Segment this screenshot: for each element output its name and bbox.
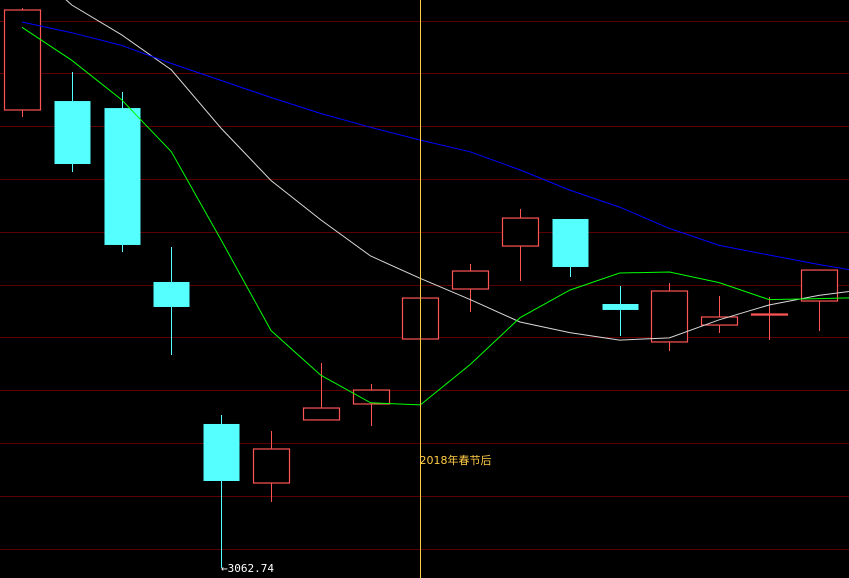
candle-body xyxy=(54,101,91,165)
candle xyxy=(3,8,42,118)
candle-body xyxy=(302,407,341,421)
candle xyxy=(552,219,589,277)
moving-average-line xyxy=(65,0,849,341)
candle xyxy=(203,414,240,568)
candle xyxy=(650,283,689,352)
candle-body xyxy=(552,219,589,267)
candle-body xyxy=(700,316,739,326)
moving-average-line xyxy=(21,21,849,271)
candle xyxy=(352,383,391,427)
candle-body xyxy=(153,281,190,307)
candle xyxy=(800,269,839,332)
moving-average-line xyxy=(21,26,849,406)
candle xyxy=(54,72,91,172)
candle xyxy=(104,92,141,252)
candle xyxy=(700,296,739,334)
candle-body xyxy=(750,313,789,316)
candle-body xyxy=(252,448,291,484)
candle xyxy=(602,286,639,337)
candle-body xyxy=(203,423,240,481)
grid-lines xyxy=(0,21,849,550)
candle-body xyxy=(800,269,839,302)
candle xyxy=(153,246,190,356)
candle xyxy=(302,363,341,421)
candle-body xyxy=(352,389,391,405)
moving-average-lines xyxy=(21,0,849,406)
candle xyxy=(451,264,490,312)
candle-body xyxy=(3,9,42,111)
holiday-marker-label: 2018年春节后 xyxy=(420,453,492,467)
candle xyxy=(501,209,540,282)
candle-body xyxy=(501,217,540,247)
candle xyxy=(252,431,291,502)
candle-body xyxy=(451,270,490,290)
candle-body xyxy=(104,108,141,245)
low-price-label: ←3062.74 xyxy=(221,562,274,575)
candle-body xyxy=(602,303,639,310)
candle-body xyxy=(650,290,689,343)
candle xyxy=(750,296,789,341)
